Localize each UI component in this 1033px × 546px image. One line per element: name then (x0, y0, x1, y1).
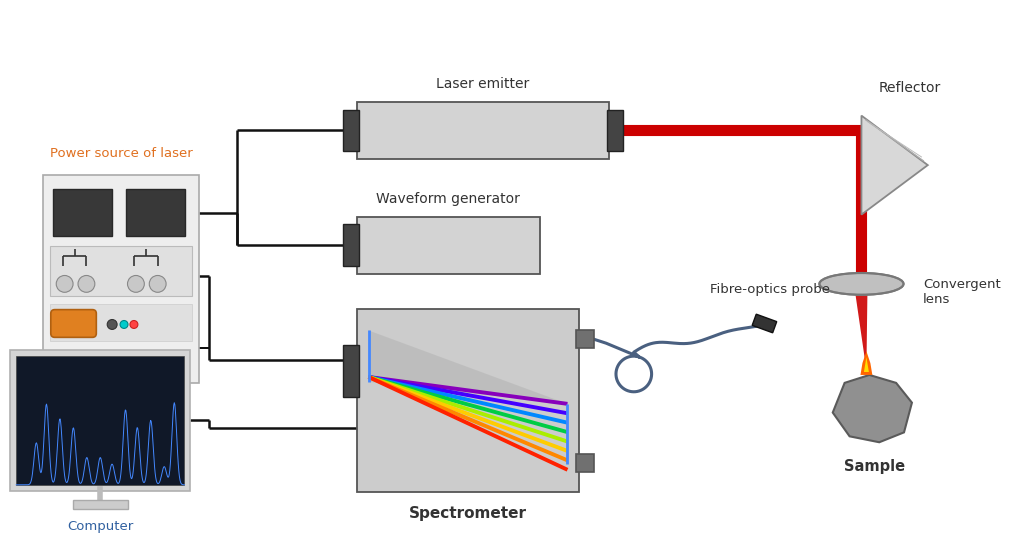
FancyBboxPatch shape (10, 350, 190, 491)
Text: Power source of laser: Power source of laser (50, 147, 192, 160)
FancyBboxPatch shape (50, 304, 192, 341)
Polygon shape (369, 330, 567, 404)
Ellipse shape (819, 273, 904, 295)
Text: Laser emitter: Laser emitter (436, 77, 530, 91)
FancyBboxPatch shape (17, 356, 185, 485)
FancyBboxPatch shape (356, 217, 540, 274)
Circle shape (120, 321, 128, 329)
Polygon shape (860, 351, 872, 375)
Polygon shape (862, 116, 928, 215)
Circle shape (127, 276, 145, 292)
Text: Spectrometer: Spectrometer (409, 506, 527, 521)
FancyBboxPatch shape (607, 110, 623, 151)
Circle shape (107, 319, 117, 329)
FancyBboxPatch shape (72, 500, 128, 508)
Polygon shape (864, 357, 869, 372)
FancyBboxPatch shape (576, 330, 594, 348)
FancyBboxPatch shape (126, 189, 185, 236)
FancyBboxPatch shape (356, 308, 580, 492)
Text: Sample: Sample (844, 459, 905, 473)
Polygon shape (833, 375, 912, 442)
Polygon shape (752, 314, 777, 333)
Text: Fibre-optics probe: Fibre-optics probe (711, 283, 831, 296)
FancyBboxPatch shape (53, 189, 113, 236)
FancyBboxPatch shape (50, 246, 192, 296)
Polygon shape (855, 295, 868, 370)
FancyBboxPatch shape (356, 102, 609, 159)
FancyBboxPatch shape (343, 224, 358, 266)
FancyBboxPatch shape (51, 310, 96, 337)
Text: Waveform generator: Waveform generator (376, 192, 521, 206)
Text: Computer: Computer (67, 520, 133, 533)
Text: Reflector: Reflector (879, 81, 941, 95)
Text: Convergent
lens: Convergent lens (922, 278, 1001, 306)
FancyBboxPatch shape (343, 345, 358, 396)
Circle shape (150, 276, 166, 292)
Circle shape (79, 276, 95, 292)
Circle shape (130, 321, 137, 329)
FancyBboxPatch shape (343, 110, 358, 151)
Circle shape (56, 276, 73, 292)
FancyBboxPatch shape (576, 454, 594, 472)
FancyBboxPatch shape (42, 175, 199, 383)
